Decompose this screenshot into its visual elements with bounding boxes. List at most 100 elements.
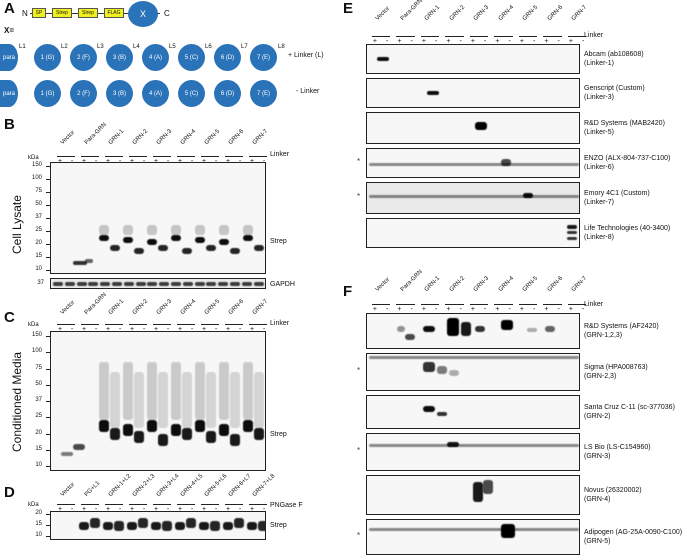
lanes-e-plus-8: + [568, 38, 573, 45]
lanes-d-label-0: Vector [59, 481, 77, 498]
e-blot-4-target: (Linker-7) [584, 199, 614, 206]
lanes-f-underline-2 [420, 304, 440, 305]
cell-lysate-blot [50, 162, 266, 274]
lanes-e-underline-2 [420, 36, 440, 37]
e-blot-4-star: * [357, 192, 361, 201]
lysate-smear-grn7 [243, 225, 253, 235]
lanes-d-minus-6: - [214, 506, 218, 513]
lanes-f-label-5: GRN-4 [497, 275, 515, 293]
panel-label-a: A [4, 0, 15, 17]
lanes-f-underline-4 [469, 304, 489, 305]
lanes-e-plus-6: + [519, 38, 524, 45]
lanes-d-label-1: PG+L1 [83, 480, 102, 498]
f-blot-5-star: * [357, 531, 361, 540]
linker-l1: L1 [19, 44, 26, 50]
lanes-b-underline-0 [57, 156, 75, 157]
lanes-b-plus-5: + [177, 158, 183, 165]
lanes-f-label-0: Vector [374, 276, 392, 293]
pngase-band-0-minus [90, 518, 100, 528]
lanes-f-minus-6: - [532, 306, 536, 313]
e-blot-0-band-0 [377, 57, 389, 61]
ladder-d-label-0: 20 [35, 510, 42, 516]
grn-circle-4: 4 (A) [142, 44, 169, 71]
lanes-c-plus-2: + [105, 326, 111, 333]
lanes-c-label-3: GRN-2 [131, 298, 150, 316]
lanes-f-underline-8 [567, 304, 587, 305]
media-band-grn1-plus [99, 420, 109, 432]
lanes-c-plus-1: + [81, 326, 87, 333]
lanes-f-plus-7: + [544, 306, 549, 313]
lanes-f-label-3: GRN-2 [448, 275, 466, 293]
e-blot-3 [366, 148, 580, 178]
lysate-smear-grn4 [171, 225, 181, 235]
lanes-e-plus-0: + [372, 38, 377, 45]
f-blot-0-band-4 [461, 322, 471, 336]
lanes-c-plus-0: + [57, 326, 63, 333]
lanes-d-label-3: GRN-2+L3 [131, 473, 157, 498]
lysate-band-grn3-plus [147, 239, 157, 245]
lanes-e-label-7: GRN-6 [546, 4, 564, 22]
strep-label-c: Strep [270, 431, 287, 438]
lanes-d-plus-7: + [225, 506, 231, 513]
lanes-e-underline-0 [371, 36, 391, 37]
lanes-b-minus-2: - [118, 158, 122, 165]
lysate-smear-grn3 [147, 225, 157, 235]
lanes-b-plus-3: + [129, 158, 135, 165]
lanes-c-minus-6: - [214, 326, 218, 333]
gapdh-band-17 [253, 282, 264, 286]
ladder-c-label-1: 100 [31, 348, 42, 355]
e-blot-1-antibody: Genscript (Custom) [584, 85, 645, 92]
lysate-smear-grn6 [219, 225, 229, 235]
ladder-b-tick-2 [46, 192, 50, 193]
f-blot-0-band-6 [501, 320, 513, 330]
e-blot-0-target: (Linker-1) [584, 60, 614, 67]
gapdh-band-3 [88, 282, 99, 286]
gapdh-band-12 [194, 282, 205, 286]
ladder-d-label-1: 15 [35, 521, 42, 527]
lanes-e-underline-4 [469, 36, 489, 37]
lanes-e-label-4: GRN-3 [472, 4, 491, 22]
lanes-e-label-2: GRN-1 [423, 4, 442, 22]
lanes-e-underline-8 [567, 36, 587, 37]
lanes-e-minus-6: - [532, 38, 536, 45]
lanes-d-underline-4 [153, 504, 171, 505]
f-blot-0 [366, 313, 580, 349]
e-blot-5 [366, 218, 580, 248]
media-band-grn1-minus [110, 428, 120, 440]
pngase-band-0-plus [79, 522, 89, 530]
lanes-b-underline-8 [249, 156, 267, 157]
f-blot-0-band-7 [527, 328, 537, 332]
ladder-b-label-6: 20 [35, 240, 42, 246]
media-smear-grn6-minus [230, 372, 240, 428]
lanes-b-minus-1: - [94, 158, 98, 165]
lanes-e-plus-1: + [397, 38, 402, 45]
lanes-c-minus-7: - [238, 326, 242, 333]
gapdh-band-1 [64, 282, 75, 286]
lanes-e-underline-5 [494, 36, 513, 37]
lanes-b-underline-6 [201, 156, 219, 157]
e-blot-3-star: * [357, 157, 361, 166]
gapdh-band-15 [230, 282, 240, 286]
lanes-e-plus-2: + [421, 38, 426, 45]
e-blot-5-target: (Linker-8) [584, 234, 614, 241]
ladder-b-tick-3 [46, 205, 50, 206]
lanes-d-plus-6: + [201, 506, 207, 513]
f-blot-1-bg-line [369, 356, 579, 359]
f-blot-0-band-5 [475, 326, 485, 332]
lanes-b-plus-0: + [57, 158, 63, 165]
linker-l4: L4 [133, 44, 140, 50]
gapdh-label: GAPDH [270, 281, 295, 288]
ladder-b-tick-4 [46, 218, 50, 219]
lanes-d-plus-1: + [81, 506, 87, 513]
lanes-f-label-1: Para-GRN [399, 268, 424, 293]
lanes-d-label-5: GRN-4+L5 [179, 473, 205, 498]
media-smear-grn1-minus [110, 372, 120, 428]
pngase-band-6-plus [223, 522, 233, 530]
f-blot-1-band-1 [437, 366, 447, 374]
pngase-band-5-minus [210, 521, 220, 531]
f-blot-0-antibody: R&D Systems (AF2420) [584, 323, 659, 330]
lanes-c-label-0: Vector [59, 299, 77, 316]
f-blot-4 [366, 475, 580, 515]
e-blot-3-antibody: ENZO (ALX-804-737-C100) [584, 155, 671, 162]
e-blot-1-band-0 [427, 91, 439, 95]
